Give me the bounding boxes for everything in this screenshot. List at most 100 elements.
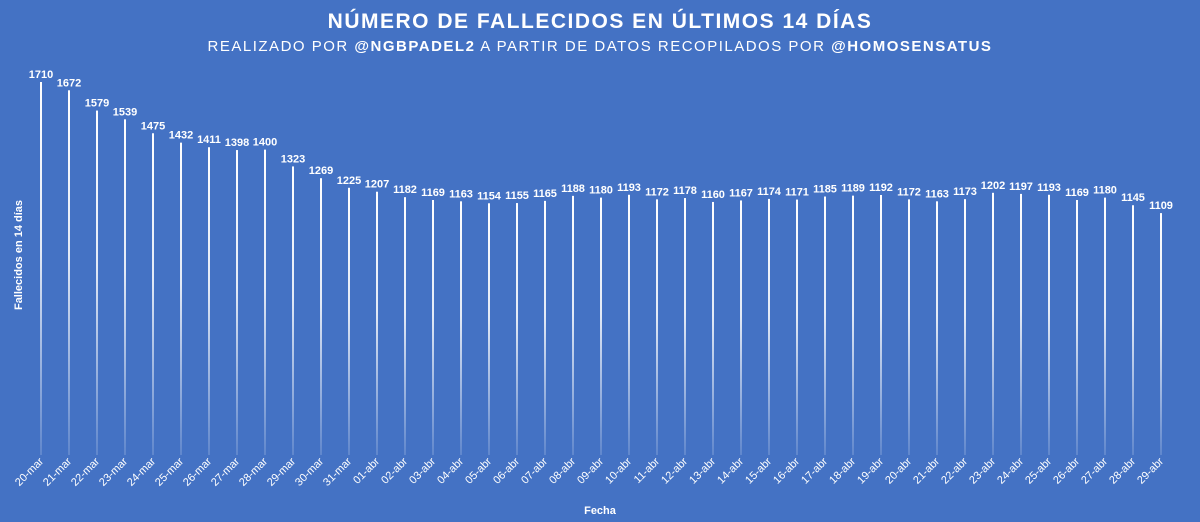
value-label-25-mar: 1432 xyxy=(169,130,193,142)
value-label-28-abr: 1145 xyxy=(1121,192,1145,204)
value-label-09-abr: 1180 xyxy=(589,185,613,197)
value-label-24-mar: 1475 xyxy=(141,120,165,132)
x-tick-14-abr: 14-abr xyxy=(715,455,746,486)
bar-27-abr xyxy=(1104,197,1106,455)
x-tick-12-abr: 12-abr xyxy=(659,455,690,486)
subtitle-text-2: A PARTIR DE DATOS RECOPILADOS POR xyxy=(475,38,832,55)
value-label-28-mar: 1400 xyxy=(253,137,277,149)
value-label-20-mar: 1710 xyxy=(29,69,53,81)
value-label-23-mar: 1539 xyxy=(113,106,137,118)
bar-08-abr xyxy=(572,195,574,455)
x-tick-20-mar: 20-mar xyxy=(13,455,46,488)
x-tick-28-abr: 28-abr xyxy=(1107,455,1138,486)
value-label-29-abr: 1109 xyxy=(1149,200,1173,212)
x-tick-08-abr: 08-abr xyxy=(547,455,578,486)
value-label-22-mar: 1579 xyxy=(85,98,109,110)
value-label-21-abr: 1163 xyxy=(925,188,949,200)
value-label-16-abr: 1171 xyxy=(785,187,809,199)
x-tick-24-mar: 24-mar xyxy=(125,455,158,488)
x-tick-31-mar: 31-mar xyxy=(321,455,354,488)
value-label-24-abr: 1197 xyxy=(1009,181,1033,193)
x-tick-13-abr: 13-abr xyxy=(687,455,718,486)
value-label-07-abr: 1165 xyxy=(533,188,557,200)
value-label-23-abr: 1202 xyxy=(981,180,1005,192)
x-tick-10-abr: 10-abr xyxy=(603,455,634,486)
value-label-13-abr: 1160 xyxy=(701,189,725,201)
chart-subtitle: REALIZADO POR @NGBPADEL2 A PARTIR DE DAT… xyxy=(0,38,1200,55)
bar-17-abr xyxy=(824,196,826,455)
value-label-01-abr: 1207 xyxy=(365,179,389,191)
value-label-06-abr: 1155 xyxy=(505,190,529,202)
x-tick-01-abr: 01-abr xyxy=(351,455,382,486)
value-label-04-abr: 1163 xyxy=(449,188,473,200)
x-tick-23-mar: 23-mar xyxy=(97,455,130,488)
x-tick-27-mar: 27-mar xyxy=(209,455,242,488)
bar-20-abr xyxy=(908,199,910,455)
value-label-31-mar: 1225 xyxy=(337,175,361,187)
bar-11-abr xyxy=(656,199,658,455)
x-tick-23-abr: 23-abr xyxy=(967,455,998,486)
value-label-27-mar: 1398 xyxy=(225,137,249,149)
bar-05-abr xyxy=(488,203,490,455)
value-label-11-abr: 1172 xyxy=(645,186,669,198)
value-label-12-abr: 1178 xyxy=(673,185,697,197)
bar-07-abr xyxy=(544,200,546,455)
x-tick-25-mar: 25-mar xyxy=(153,455,186,488)
value-label-20-abr: 1172 xyxy=(897,186,921,198)
bar-22-mar xyxy=(96,110,98,455)
bar-20-mar xyxy=(40,82,42,455)
x-tick-29-mar: 29-mar xyxy=(265,455,298,488)
bar-21-abr xyxy=(936,201,938,455)
bar-23-mar xyxy=(124,119,126,456)
x-tick-07-abr: 07-abr xyxy=(519,455,550,486)
bar-30-mar xyxy=(320,178,322,455)
x-tick-26-mar: 26-mar xyxy=(181,455,214,488)
bar-24-mar xyxy=(152,133,154,455)
bar-02-abr xyxy=(404,197,406,455)
bar-13-abr xyxy=(712,201,714,455)
bar-27-mar xyxy=(236,150,238,455)
bar-04-abr xyxy=(460,201,462,455)
bar-18-abr xyxy=(852,195,854,456)
bar-12-abr xyxy=(684,198,686,456)
value-label-14-abr: 1167 xyxy=(729,187,753,199)
value-label-17-abr: 1185 xyxy=(813,184,837,196)
value-label-26-abr: 1169 xyxy=(1065,187,1089,199)
bar-26-abr xyxy=(1076,200,1078,455)
x-tick-22-mar: 22-mar xyxy=(69,455,102,488)
bar-15-abr xyxy=(768,198,770,455)
bar-16-abr xyxy=(796,199,798,455)
value-label-10-abr: 1193 xyxy=(617,182,641,194)
bar-14-abr xyxy=(740,200,742,455)
bar-06-abr xyxy=(516,203,518,455)
value-label-29-mar: 1323 xyxy=(281,153,305,165)
value-label-25-abr: 1193 xyxy=(1037,182,1061,194)
value-label-22-abr: 1173 xyxy=(953,186,977,198)
bar-22-abr xyxy=(964,199,966,455)
value-label-27-abr: 1180 xyxy=(1093,185,1117,197)
x-tick-17-abr: 17-abr xyxy=(799,455,830,486)
bar-28-abr xyxy=(1132,205,1134,455)
x-tick-27-abr: 27-abr xyxy=(1079,455,1110,486)
bar-31-mar xyxy=(348,187,350,455)
x-tick-30-mar: 30-mar xyxy=(293,455,326,488)
bar-26-mar xyxy=(208,147,210,456)
bar-25-mar xyxy=(180,142,182,455)
bar-23-abr xyxy=(992,192,994,455)
bar-01-abr xyxy=(376,191,378,455)
x-tick-21-abr: 21-abr xyxy=(911,455,942,486)
x-tick-22-abr: 22-abr xyxy=(939,455,970,486)
x-tick-02-abr: 02-abr xyxy=(379,455,410,486)
bar-24-abr xyxy=(1020,193,1022,455)
value-label-03-abr: 1169 xyxy=(421,187,445,199)
x-tick-29-abr: 29-abr xyxy=(1135,455,1166,486)
x-tick-11-abr: 11-abr xyxy=(632,455,663,486)
x-tick-16-abr: 16-abr xyxy=(771,455,802,486)
value-label-08-abr: 1188 xyxy=(561,183,585,195)
x-tick-09-abr: 09-abr xyxy=(575,455,606,486)
value-label-21-mar: 1672 xyxy=(57,77,81,89)
x-tick-06-abr: 06-abr xyxy=(491,455,522,486)
bar-28-mar xyxy=(264,149,266,456)
x-axis-label: Fecha xyxy=(584,505,616,517)
